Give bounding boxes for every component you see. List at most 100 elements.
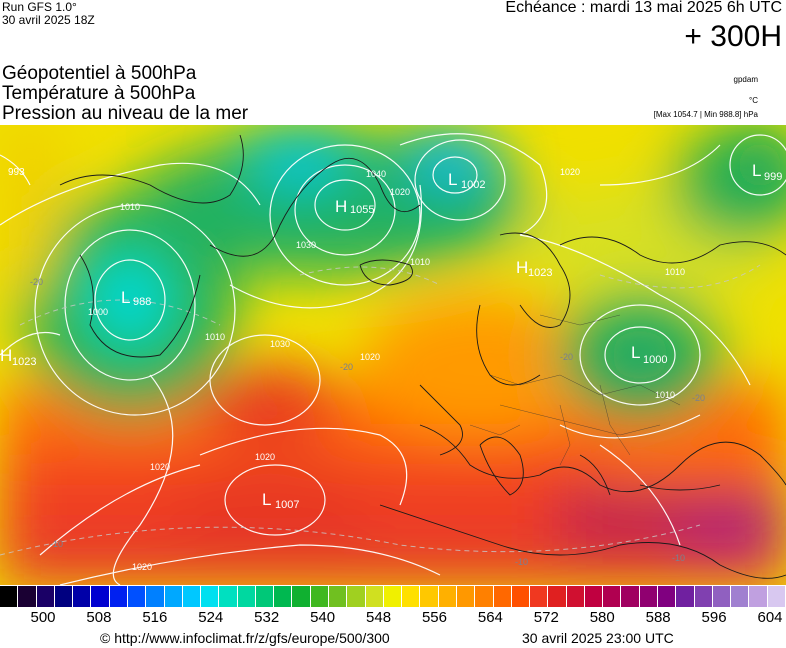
isobar-label: 1010 [410, 257, 430, 267]
copyright-text: © http://www.infoclimat.fr/z/gfs/europe/… [100, 630, 390, 646]
coastlines [59, 134, 786, 579]
unit-temperature: °C [749, 96, 758, 105]
color-scale-tick: 532 [254, 609, 280, 626]
color-swatch [165, 586, 182, 607]
isobar-label: 1020 [360, 352, 380, 362]
isobar-label: 1010 [120, 202, 140, 212]
color-swatch [292, 586, 310, 607]
isobar-label: 1000 [88, 307, 108, 317]
color-swatch [347, 586, 365, 607]
color-swatch [585, 586, 602, 607]
low-center-value: 1000 [643, 354, 667, 366]
color-swatch [91, 586, 109, 607]
color-swatch [201, 586, 218, 607]
run-date-label: 30 avril 2025 18Z [2, 13, 95, 27]
color-swatch [676, 586, 694, 607]
weather-map: H 1055 L 1002 L 999 L 988 H 1023 H 1023 … [0, 125, 786, 585]
color-scale-tick: 580 [589, 609, 615, 626]
color-scale-tick: 556 [421, 609, 447, 626]
color-scale-ticks: 500 508 516 524 532 540 548 556 564 572 580 588 596 6… [0, 609, 786, 627]
isobar-label: 1010 [665, 267, 685, 277]
temperature-label: -20 [560, 352, 573, 362]
color-swatch [366, 586, 383, 607]
color-swatch [658, 586, 675, 607]
color-scale-tick: 596 [701, 609, 727, 626]
borders [469, 314, 681, 466]
high-center-label: H [335, 197, 347, 216]
color-swatch [183, 586, 200, 607]
color-swatch [548, 586, 566, 607]
isobar-label: 1040 [366, 169, 386, 179]
temperature-label: -10 [672, 553, 685, 563]
title-temperature: Température à 500hPa [2, 83, 196, 104]
low-center-label: L [121, 288, 130, 307]
isobar-label: 1010 [205, 332, 225, 342]
low-center-label: L [752, 161, 761, 180]
isobar-label: 1010 [655, 390, 675, 400]
isobar-labels: 1010 1020 1030 1040 1010 1020 1030 1020 … [88, 167, 685, 572]
color-scale-bar [0, 586, 786, 607]
low-center-value: 1007 [275, 499, 299, 511]
color-swatch [439, 586, 456, 607]
low-center-value: 1002 [461, 179, 485, 191]
color-swatch [55, 586, 72, 607]
color-swatch [512, 586, 529, 607]
color-scale-tick: 524 [198, 609, 224, 626]
isobar-label: 1020 [560, 167, 580, 177]
isobar-label: 1020 [132, 562, 152, 572]
color-swatch [695, 586, 712, 607]
color-swatch [567, 586, 584, 607]
temperature-label: -20 [692, 393, 705, 403]
color-swatch [18, 586, 36, 607]
temperature-label: -20 [30, 277, 43, 287]
low-center-value: 988 [133, 296, 151, 308]
high-center-value: 1023 [528, 267, 552, 279]
valid-time-label: Echéance : mardi 13 mai 2025 6h UTC [505, 0, 782, 16]
isobar-label: 1030 [296, 240, 316, 250]
color-swatch [402, 586, 419, 607]
color-swatch [274, 586, 291, 607]
temperature-label: -10 [50, 539, 63, 549]
generation-date: 30 avril 2025 23:00 UTC [522, 630, 674, 646]
low-center-label: L [262, 490, 271, 509]
color-swatch [621, 586, 639, 607]
title-geopotential: Géopotentiel à 500hPa [2, 63, 197, 84]
color-swatch [329, 586, 346, 607]
color-swatch [238, 586, 255, 607]
color-swatch [494, 586, 511, 607]
color-scale-tick: 604 [757, 609, 783, 626]
color-swatch [713, 586, 730, 607]
color-swatch [146, 586, 164, 607]
title-pressure: Pression au niveau de la mer [2, 103, 249, 124]
color-scale-tick: 572 [533, 609, 559, 626]
isobar-label: 1020 [390, 187, 410, 197]
color-swatch [110, 586, 127, 607]
color-swatch [640, 586, 657, 607]
color-swatch [384, 586, 401, 607]
run-model-label: Run GFS 1.0° [2, 0, 77, 14]
high-center-value: 1055 [350, 204, 374, 216]
low-center-label: L [631, 343, 640, 362]
high-center-value: 1023 [12, 356, 36, 368]
isobar-label: 1030 [270, 339, 290, 349]
color-swatch [0, 586, 17, 607]
color-swatch [37, 586, 54, 607]
color-swatch [768, 586, 785, 607]
color-swatch [749, 586, 767, 607]
color-scale-tick: 588 [645, 609, 671, 626]
lead-time-label: + 300H [684, 20, 782, 53]
pressure-centers: H 1055 L 1002 L 999 L 988 H 1023 H 1023 … [0, 161, 782, 511]
color-scale-tick: 508 [86, 609, 112, 626]
temperature-contours [0, 264, 761, 556]
low-center-label: L [448, 170, 457, 189]
color-swatch [73, 586, 90, 607]
low-center-value: 999 [764, 171, 782, 183]
color-scale-tick: 500 [30, 609, 56, 626]
color-scale-tick: 548 [366, 609, 392, 626]
isobars [0, 133, 786, 585]
high-center-label: H [0, 346, 12, 365]
center-value: 993 [8, 167, 25, 178]
color-scale-tick: 564 [477, 609, 503, 626]
color-swatch [530, 586, 547, 607]
isobar-label: 1020 [150, 462, 170, 472]
